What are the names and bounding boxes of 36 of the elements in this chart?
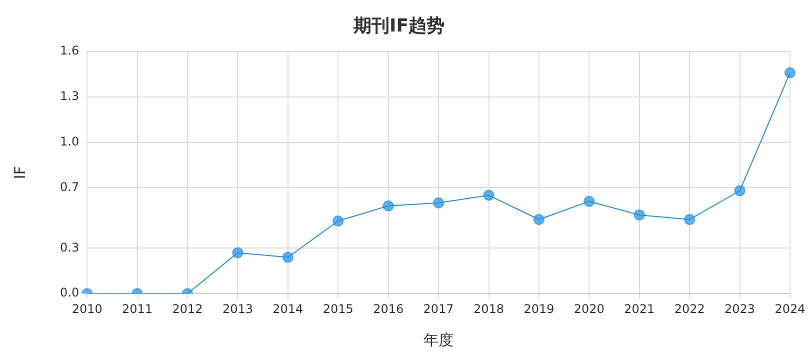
point <box>332 216 344 226</box>
x-tick-label: 2012 <box>172 302 203 316</box>
x-tick-label: 2017 <box>423 302 454 316</box>
x-tick-label: 2011 <box>122 302 153 316</box>
y-tick-label: 0.3 <box>60 240 80 254</box>
x-tick-label: 2024 <box>774 302 806 316</box>
chart-title: 期刊IF趋势 <box>352 15 444 36</box>
y-tick-label: 0.0 <box>60 286 80 300</box>
point <box>282 252 294 263</box>
x-tick-label: 2020 <box>574 302 604 316</box>
x-axis-title: 年度 <box>424 330 454 349</box>
x-tick-label: 2022 <box>674 302 705 316</box>
y-tick-label: 0.7 <box>60 180 80 194</box>
x-tick-label: 2023 <box>724 302 756 316</box>
x-tick-label: 2015 <box>322 302 354 316</box>
x-tick-label: 2010 <box>72 302 102 316</box>
x-tick-label: 2014 <box>272 302 304 316</box>
y-tick-label: 1.0 <box>60 134 80 148</box>
y-tick-label: 1.3 <box>60 89 80 104</box>
point <box>483 190 494 201</box>
point <box>584 196 595 207</box>
x-tick-label: 2021 <box>624 302 655 316</box>
x-tick-label: 2013 <box>222 302 253 316</box>
x-tick-label: 2018 <box>473 302 504 316</box>
point <box>232 247 244 258</box>
y-axis-title: IF <box>10 166 29 180</box>
x-tick-label: 2019 <box>524 302 554 316</box>
point <box>684 214 696 225</box>
point <box>433 197 444 208</box>
point <box>382 200 394 212</box>
y-tick-label: 1.6 <box>60 44 80 58</box>
point <box>734 185 746 196</box>
point <box>634 209 645 220</box>
point <box>533 214 544 225</box>
point <box>784 67 796 78</box>
x-tick-label: 2016 <box>373 302 404 316</box>
